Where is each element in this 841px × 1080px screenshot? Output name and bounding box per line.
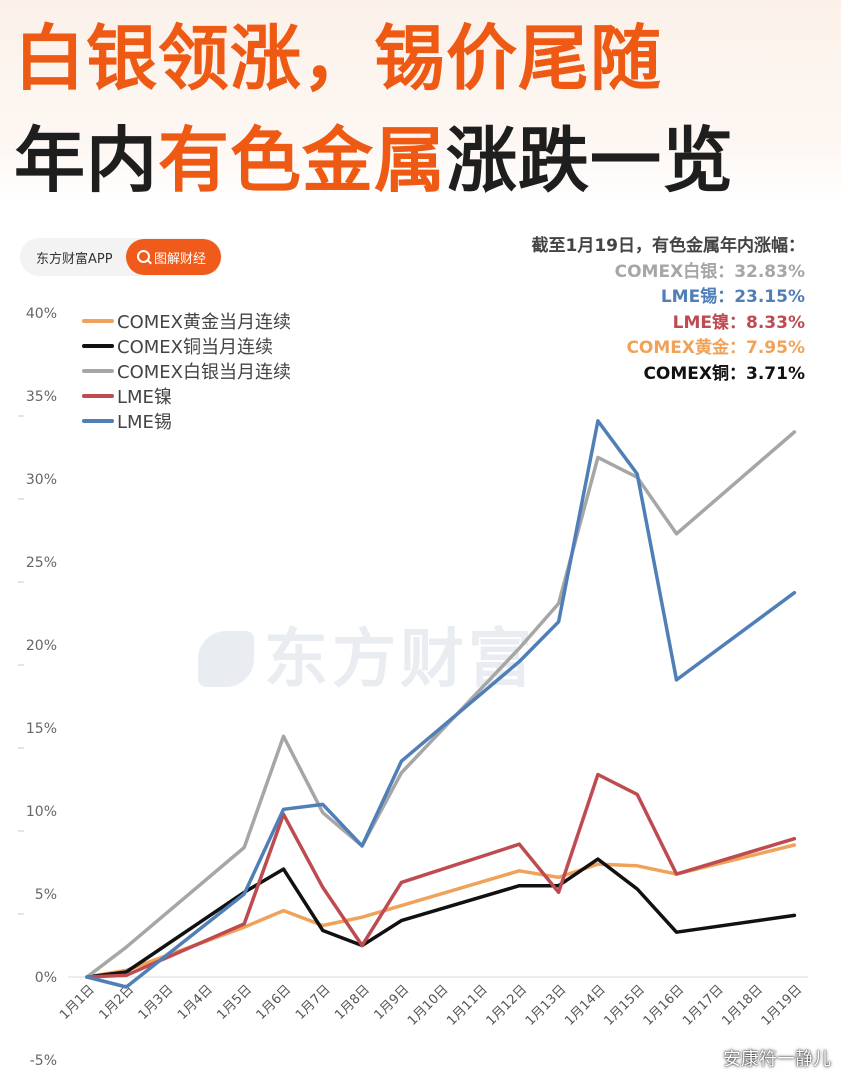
series-line [85,419,797,989]
brand-name: 东方财富APP [36,252,113,267]
x-tick-label: 1月17日 [680,982,727,1029]
x-tick-label: 1月7日 [293,982,334,1023]
x-tick-label: 1月16日 [641,982,688,1029]
x-tick-label: 1月12日 [484,982,531,1029]
x-tick-label: 1月19日 [759,982,806,1029]
x-tick-label: 1月14日 [562,982,609,1029]
series-line [85,843,797,979]
headline-highlight: 有色金属 [158,119,447,202]
legend-label: COMEX白银当月连续 [117,362,291,383]
y-tick-label: 5% [35,887,57,903]
tujie-button-label[interactable]: 图解财经 [154,252,207,267]
summary-item: COMEX铜：3.71% [643,363,805,384]
y-tick-label: 35% [26,389,57,405]
summary-list: COMEX白银：32.83% LME锡：23.15% LME镍：8.33% COMEX… [532,260,805,388]
headline-part-1: 年内 [14,119,159,202]
summary-item: LME镍：8.33% [672,312,805,333]
x-tick-label: 1月15日 [601,982,648,1029]
watermark: 东方财富 [198,608,536,700]
x-tick-label: 1月5日 [214,982,255,1023]
y-tick-label: 40% [26,306,57,322]
summary-box: 截至1月19日，有色金属年内涨幅： COMEX白银：32.83% LME锡：23.… [532,234,806,387]
x-tick-label: 1月8日 [332,982,373,1023]
watermark-logo-icon [198,631,254,687]
headline-part-2: 涨跌一览 [446,119,735,202]
x-axis-labels: 1月1日1月2日1月3日1月4日1月5日1月6日1月7日1月8日1月9日1月10… [57,982,805,1029]
series-line [85,857,797,979]
y-axis-dashes [18,415,24,915]
author-credit: 安康符一静儿 [723,1049,831,1070]
series-lines [85,419,797,989]
x-tick-label: 1月13日 [523,982,570,1029]
y-tick-label: 0% [35,970,57,986]
x-tick-label: 1月18日 [719,982,766,1029]
y-axis-labels: -5% 0% 5% 10% 15% 20% 25% 30% 35% 40% [26,306,57,1069]
summary-item: LME锡：23.15% [660,287,805,307]
legend-label: LME镍 [117,387,172,408]
y-tick-label: -5% [30,1053,57,1069]
search-icon [137,250,150,263]
x-tick-label: 1月10日 [405,982,452,1029]
y-tick-label: 15% [26,721,57,737]
x-tick-label: 1月3日 [136,982,177,1023]
x-tick-label: 1月6日 [254,982,295,1023]
series-line [85,772,797,979]
y-tick-label: 10% [26,804,57,820]
legend-label: COMEX铜当月连续 [117,337,273,358]
y-tick-label: 30% [26,472,57,488]
legend-label: COMEX黄金当月连续 [117,312,291,333]
x-tick-label: 1月2日 [96,982,137,1023]
x-tick-label: 1月1日 [57,982,98,1023]
x-tick-label: 1月4日 [175,982,216,1023]
summary-heading: 截至1月19日，有色金属年内涨幅： [531,236,806,256]
summary-item: COMEX黄金：7.95% [626,338,805,358]
header-banner: 白银领涨，锡价尾随 年内有色金属涨跌一览 [0,0,841,205]
legend: COMEX黄金当月连续 COMEX铜当月连续 COMEX白银当月连续 LME镍 LME锡 [82,312,291,433]
legend-label: LME锡 [117,412,172,433]
watermark-text: 东方财富 [264,623,536,697]
headline-line-1: 白银领涨，锡价尾随 [14,17,663,100]
headline-line-2: 年内有色金属涨跌一览 [14,104,734,206]
y-tick-label: 20% [26,638,57,654]
summary-item: COMEX白银：32.83% [614,261,805,282]
y-tick-label: 25% [26,555,57,571]
x-tick-label: 1月11日 [444,982,491,1029]
